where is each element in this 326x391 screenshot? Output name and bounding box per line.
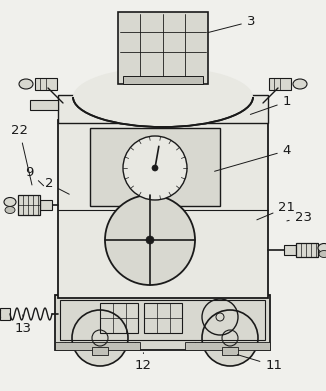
Text: 12: 12 <box>135 353 152 372</box>
Bar <box>269 78 291 90</box>
Bar <box>92 347 108 355</box>
Ellipse shape <box>293 79 307 89</box>
Circle shape <box>123 136 187 200</box>
Bar <box>18 195 40 215</box>
Ellipse shape <box>4 197 16 206</box>
Bar <box>30 100 58 110</box>
Bar <box>100 303 138 333</box>
Text: 9: 9 <box>25 165 44 186</box>
Bar <box>123 76 203 84</box>
Text: 13: 13 <box>14 315 31 335</box>
Bar <box>0 308 10 320</box>
Bar <box>90 128 220 206</box>
Bar <box>58 120 268 298</box>
Text: 1: 1 <box>250 95 291 115</box>
Bar <box>185 342 270 350</box>
Ellipse shape <box>73 67 253 127</box>
Bar <box>55 295 270 350</box>
Bar <box>58 95 268 123</box>
Circle shape <box>202 310 258 366</box>
Text: 2: 2 <box>45 177 69 194</box>
Bar <box>284 245 296 255</box>
Bar <box>118 12 208 84</box>
Ellipse shape <box>319 251 326 258</box>
Bar <box>35 78 57 90</box>
Bar <box>60 300 265 340</box>
Text: 22: 22 <box>11 124 32 185</box>
Ellipse shape <box>5 206 15 213</box>
Text: 3: 3 <box>208 15 255 32</box>
Bar <box>144 303 182 333</box>
Bar <box>40 200 52 210</box>
Bar <box>55 342 140 350</box>
Circle shape <box>152 165 158 171</box>
Text: 21: 21 <box>257 201 295 220</box>
Circle shape <box>72 310 128 366</box>
Circle shape <box>146 236 154 244</box>
Bar <box>222 347 238 355</box>
Text: 11: 11 <box>237 355 282 372</box>
Ellipse shape <box>318 244 326 253</box>
Ellipse shape <box>19 79 33 89</box>
Text: 23: 23 <box>287 210 312 224</box>
Text: 4: 4 <box>215 144 291 171</box>
Bar <box>296 243 318 257</box>
Circle shape <box>105 195 195 285</box>
